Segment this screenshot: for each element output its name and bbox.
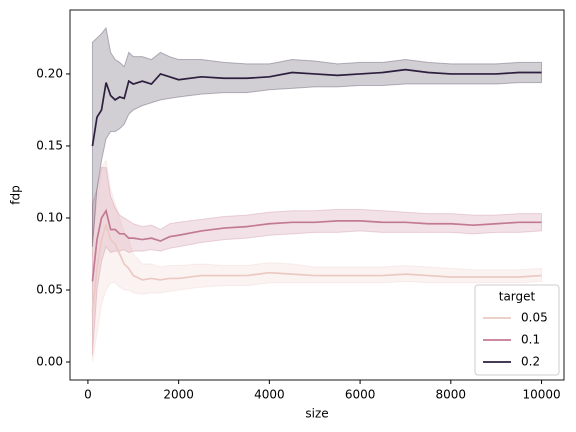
x-tick-label: 4000 [254,388,285,402]
y-tick-label: 0.05 [36,282,63,296]
line [91,222,542,312]
line [91,208,542,282]
legend-label: 0.2 [521,355,540,369]
y-tick-label: 0.00 [36,354,63,368]
y-axis-label: fdp [9,185,23,204]
x-axis-label: size [305,407,328,421]
plot-frame [69,9,565,381]
y-tick-label: 0.10 [36,210,63,224]
line [91,68,542,147]
legend-title: target [499,290,536,304]
x-tick-label: 6000 [345,388,376,402]
legend-box [474,284,560,376]
confidence-band [91,26,543,247]
y-tick-label: 0.15 [36,138,63,152]
confidence-band [91,158,543,363]
x-tick-label: 0 [84,388,92,402]
legend-label: 0.05 [521,311,548,325]
confidence-band [91,167,543,355]
x-tick-label: 2000 [163,388,194,402]
y-tick-label: 0.20 [36,66,63,80]
legend-label: 0.1 [521,333,540,347]
x-tick-label: 10000 [522,388,560,402]
x-tick-label: 8000 [436,388,467,402]
